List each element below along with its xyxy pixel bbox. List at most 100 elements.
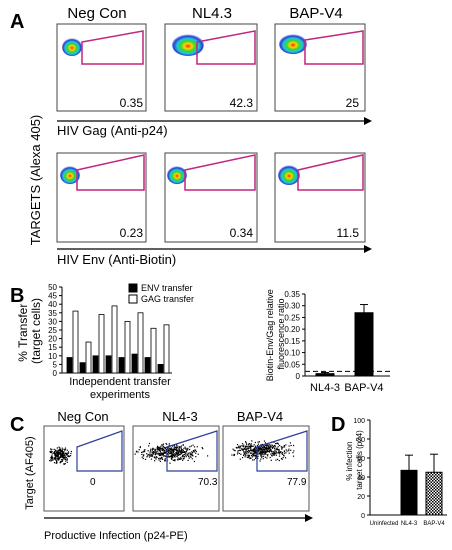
b-left-y-tick-label: 5 [53, 360, 58, 369]
scatter-dot [281, 458, 283, 460]
scatter-dot [286, 450, 288, 452]
scatter-dot [238, 446, 240, 448]
scatter-dot [169, 462, 171, 464]
scatter-dot [169, 455, 171, 457]
scatter-dot [169, 447, 171, 449]
scatter-dot [191, 451, 193, 453]
bar-gag-transfer [111, 305, 118, 374]
scatter-dot [59, 453, 61, 455]
scatter-dot [162, 449, 164, 451]
scatter-dot [242, 457, 244, 459]
scatter-dot [176, 444, 178, 446]
a-r2-flow-density [167, 166, 187, 184]
scatter-dot [156, 445, 159, 447]
a-r1-gate-value: 25 [346, 96, 360, 110]
scatter-dot [168, 444, 170, 446]
scatter-dot [64, 463, 66, 465]
scatter-dot [52, 458, 54, 460]
scatter-dot [168, 448, 170, 451]
b-left-y-tick-label: 0 [53, 369, 58, 378]
scatter-dot [170, 457, 172, 459]
bar-gag-transfer [85, 341, 92, 374]
scatter-dot [244, 446, 246, 448]
scatter-dot [288, 448, 290, 450]
scatter-dot [173, 444, 175, 446]
scatter-dot [278, 448, 280, 451]
scatter-dot [154, 457, 156, 459]
a-r1-gate [196, 30, 256, 65]
scatter-dot [262, 458, 264, 460]
scatter-dot [195, 450, 197, 453]
scatter-dot [152, 450, 155, 453]
scatter-dot [257, 451, 259, 453]
scatter-dot [159, 453, 161, 455]
scatter-dot [195, 452, 197, 454]
scatter-dot [182, 444, 184, 446]
scatter-dot [233, 453, 236, 456]
scatter-dot [159, 448, 161, 450]
scatter-dot [182, 455, 184, 457]
scatter-dot [262, 455, 264, 458]
scatter-dot [274, 453, 276, 455]
scatter-dot [190, 456, 192, 458]
scatter-dot [183, 451, 185, 453]
scatter-dot [151, 448, 153, 450]
scatter-dot [244, 452, 246, 455]
scatter-dot [252, 449, 255, 451]
scatter-dot [272, 446, 275, 448]
scatter-dot [159, 457, 161, 459]
c-gate-value: 70.3 [198, 477, 218, 488]
b-right-category-label: NL4-3 [310, 382, 340, 394]
panel-a: A Neg Con NL4.3 BAP-V4 TARGETS (Alexa 40… [10, 5, 372, 267]
c-gate [166, 430, 218, 472]
scatter-dot [154, 460, 156, 462]
scatter-dot [54, 457, 56, 459]
scatter-dot [252, 445, 254, 447]
b-left-y-tick-label: 25 [48, 326, 57, 335]
scatter-dot [134, 453, 136, 455]
scatter-dot [171, 454, 173, 456]
scatter-dot [243, 454, 245, 456]
scatter-dot [159, 447, 161, 449]
scatter-dot [160, 457, 162, 459]
scatter-dot [271, 451, 273, 453]
scatter-dot [143, 451, 145, 453]
scatter-dot [173, 459, 176, 461]
scatter-dot [148, 454, 150, 456]
legend-swatch-gag [128, 294, 138, 304]
d-bar [400, 469, 418, 516]
scatter-dot [246, 456, 248, 458]
scatter-dot [52, 459, 54, 461]
scatter-dot [263, 448, 265, 451]
a-r2-flow-density [278, 165, 300, 185]
scatter-dot [60, 459, 62, 461]
b-right-y-axis-label: Biotin-Env/Gag relative fluorescence rat… [265, 287, 286, 382]
scatter-dot [283, 452, 286, 454]
scatter-dot [70, 452, 72, 455]
chart-b-right: Biotin-Env/Gag relative fluorescence rat… [265, 287, 390, 394]
scatter-dot [245, 450, 247, 452]
scatter-dot [292, 455, 295, 457]
scatter-dot [175, 452, 177, 455]
scatter-dot [179, 451, 181, 453]
scatter-dot [271, 446, 273, 449]
b-left-y-tick-label: 20 [48, 335, 57, 344]
b-right-y-tick-label: 0.15 [284, 337, 300, 346]
scatter-dot [249, 457, 251, 460]
scatter-dot [178, 449, 180, 451]
scatter-dot [180, 452, 182, 454]
scatter-dot [143, 449, 145, 451]
scatter-dot [62, 455, 64, 457]
scatter-dot [262, 450, 264, 452]
a-title-nl43: NL4.3 [192, 5, 232, 22]
scatter-dot [158, 453, 160, 455]
scatter-dot [271, 446, 273, 448]
scatter-dot [172, 459, 174, 461]
b-left-y-axis-label: % Transfer (target cells) [16, 298, 43, 364]
scatter-dot [253, 455, 255, 457]
scatter-dot [207, 455, 209, 457]
scatter-dot [174, 445, 176, 447]
scatter-dot [260, 451, 263, 453]
scatter-dot [159, 460, 161, 462]
